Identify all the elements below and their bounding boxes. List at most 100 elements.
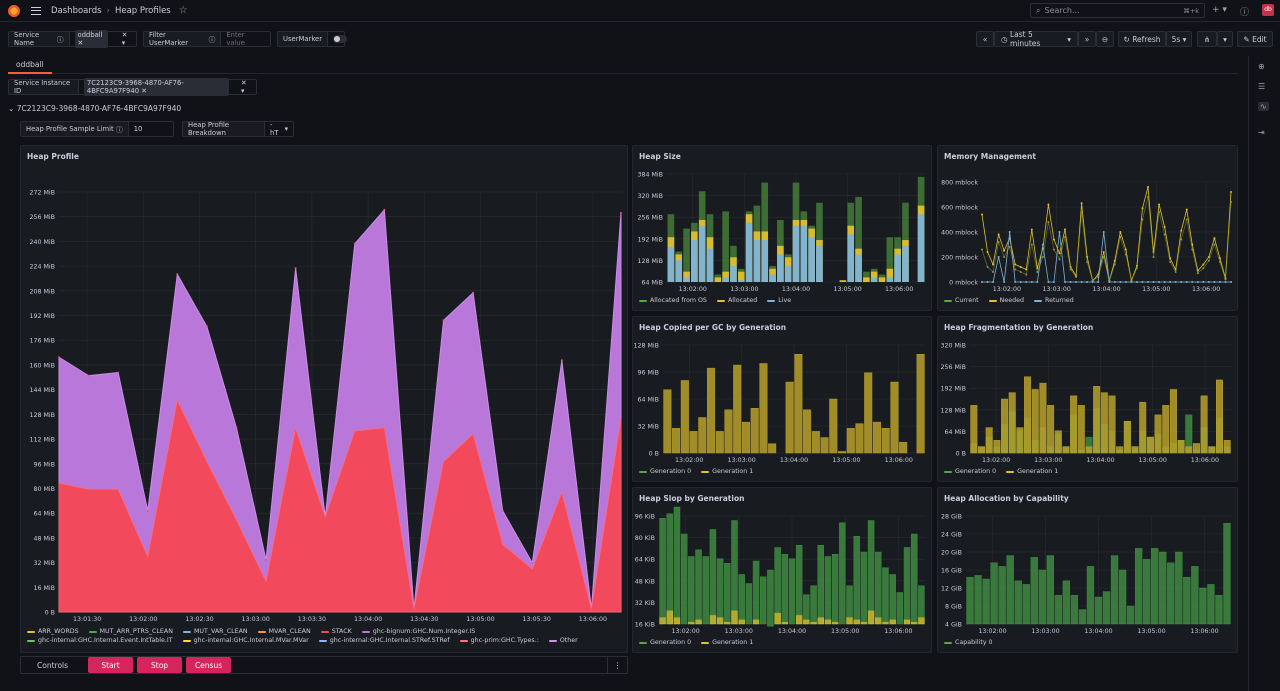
legend-item[interactable]: Allocated [716, 297, 757, 304]
legend-item[interactable]: Generation 0 [944, 468, 996, 475]
refresh-button[interactable]: ↻ Refresh [1118, 31, 1166, 47]
bar [803, 594, 810, 620]
legend-item[interactable]: Generation 1 [701, 639, 753, 646]
bar [1162, 405, 1170, 454]
refresh-icon: ↻ [1123, 34, 1130, 44]
dock-icon[interactable]: ⇥ [1258, 128, 1265, 137]
avatar[interactable]: db [1262, 4, 1274, 16]
add-panel-icon[interactable]: ⊕ [1258, 62, 1265, 71]
data-point [383, 208, 386, 211]
data-point [1185, 281, 1188, 283]
y-tick-label: 32 KiB [635, 600, 655, 607]
help-icon[interactable]: ⓘ [1240, 8, 1250, 18]
outline-icon[interactable]: ☰ [1258, 82, 1266, 91]
search-bar[interactable]: ⌕ Search... ⌘+k [1030, 3, 1205, 18]
data-point [1224, 278, 1227, 281]
bar [1146, 436, 1154, 454]
legend-item[interactable]: ARR_WORDS [27, 628, 79, 635]
bar [737, 280, 745, 282]
stop-button[interactable]: Stop [137, 657, 183, 673]
service-name-select[interactable]: oddball ✕ ✕ ▾ [70, 30, 136, 48]
legend-swatch [944, 299, 952, 302]
more-icon[interactable]: ⋮ [607, 657, 627, 673]
add-icon[interactable]: + ▾ [1212, 5, 1227, 15]
time-forward-button[interactable]: » [1078, 31, 1096, 47]
bar [752, 560, 760, 620]
chart-icon[interactable]: ∿ [1258, 102, 1269, 111]
bar [1038, 569, 1046, 625]
legend-label: Generation 1 [1017, 468, 1059, 475]
share-button[interactable]: ⋔ [1197, 31, 1217, 47]
bar [722, 277, 729, 282]
service-instance-select[interactable]: 7C2123C9-3968-4870-AF76-4BFC9A97F940 ✕ ✕ … [79, 78, 256, 96]
y-tick-label: 128 MiB [29, 412, 55, 419]
data-point [353, 242, 356, 245]
legend-item[interactable]: ghc-bignum:GHC.Num.Integer.IS [361, 628, 475, 635]
y-tick-label: 64 MiB [637, 397, 659, 404]
bar [1185, 446, 1193, 454]
service-instance-chip[interactable]: 7C2123C9-3968-4870-AF76-4BFC9A97F940 ✕ [83, 78, 229, 96]
data-point [1230, 191, 1232, 193]
legend-item[interactable]: Allocated from OS [639, 297, 707, 304]
legend-item[interactable]: MUT_VAR_CLEAN [182, 628, 248, 635]
x-tick-label: 13:06:00 [884, 628, 912, 635]
bar [910, 621, 918, 625]
bar [1200, 395, 1208, 454]
breakdown-select[interactable]: -hT ▾ [269, 121, 288, 137]
clear-icon[interactable]: ✕ ▾ [241, 79, 247, 95]
census-button[interactable]: Census [186, 657, 232, 673]
legend-item[interactable]: Returned [1033, 297, 1074, 304]
legend-item[interactable]: ghc-internal:GHC.Internal.Event.IntTable… [27, 637, 173, 644]
usermarker-toggle[interactable] [328, 35, 352, 43]
data-point [1180, 281, 1183, 283]
legend-item[interactable]: Generation 0 [639, 468, 691, 475]
legend-item[interactable]: Current [944, 297, 979, 304]
data-point [1196, 272, 1199, 275]
legend-item[interactable]: Generation 0 [639, 639, 691, 646]
data-point [1086, 261, 1089, 263]
legend-item[interactable]: MVAR_CLEAN [257, 628, 311, 635]
bar [1094, 596, 1103, 625]
bar [846, 428, 855, 454]
tab-oddball[interactable]: oddball [8, 57, 52, 74]
legend-item[interactable]: Live [767, 297, 791, 304]
share-dropdown-button[interactable]: ▾ [1217, 31, 1233, 47]
legend-item[interactable]: Capability 0 [944, 639, 993, 646]
legend-item[interactable]: Generation 1 [1006, 468, 1058, 475]
legend-item[interactable]: Needed [988, 297, 1024, 304]
sample-limit-input[interactable]: 10 [133, 125, 143, 133]
refresh-interval-select[interactable]: 5s ▾ [1166, 31, 1192, 47]
bar [803, 409, 812, 454]
bar [1143, 558, 1151, 625]
menu-icon[interactable] [31, 6, 41, 15]
data-point [1097, 281, 1100, 283]
legend-item[interactable]: ghc-internal:GHC.Internal.MVar.MVar [182, 637, 309, 644]
bar [889, 619, 896, 625]
data-point [986, 266, 989, 268]
time-back-button[interactable]: « [976, 31, 994, 47]
service-name-chip[interactable]: oddball ✕ [74, 30, 108, 48]
time-range-picker[interactable]: ◷ Last 5 minutes ▾ [994, 30, 1078, 48]
data-point [1102, 251, 1105, 253]
legend-item[interactable]: ghc-internal:GHC.Internal.STRef.STRef [318, 637, 450, 644]
clear-icon[interactable]: ✕ ▾ [121, 31, 128, 47]
var-filter-usermarker: Filter UserMarker ⓘ Enter value [143, 31, 271, 47]
x-tick-label: 13:01:30 [73, 616, 101, 623]
legend-item[interactable]: STACK [320, 628, 352, 635]
zoom-out-button[interactable]: ⊖ [1096, 31, 1114, 47]
legend-item[interactable]: MUT_ARR_PTRS_CLEAN [88, 628, 173, 635]
legend-item[interactable]: Other [548, 637, 578, 644]
row-header[interactable]: ⌄ 7C2123C9-3968-4870-AF76-4BFC9A97F940 [8, 104, 182, 113]
legend-item[interactable]: ghc-prim:GHC.Types.: [459, 637, 539, 644]
grafana-logo-icon[interactable] [7, 3, 21, 18]
breadcrumb-dashboards[interactable]: Dashboards [51, 5, 102, 16]
series-line [981, 196, 1232, 283]
y-tick-label: 800 mblock [941, 180, 978, 187]
filter-usermarker-input[interactable]: Enter value [226, 31, 245, 47]
star-icon[interactable]: ☆ [178, 5, 188, 16]
legend-item[interactable]: Generation 1 [701, 468, 753, 475]
edit-button[interactable]: ✎ Edit [1237, 31, 1273, 47]
bar [982, 578, 990, 625]
bar [846, 617, 853, 625]
start-button[interactable]: Start [88, 657, 134, 673]
